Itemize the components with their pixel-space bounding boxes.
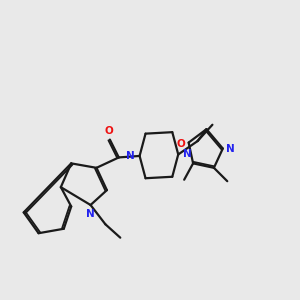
Text: O: O: [104, 126, 113, 136]
Text: O: O: [177, 139, 186, 149]
Text: N: N: [183, 149, 191, 160]
Text: N: N: [86, 208, 95, 219]
Text: N: N: [126, 151, 135, 161]
Text: N: N: [226, 143, 235, 154]
